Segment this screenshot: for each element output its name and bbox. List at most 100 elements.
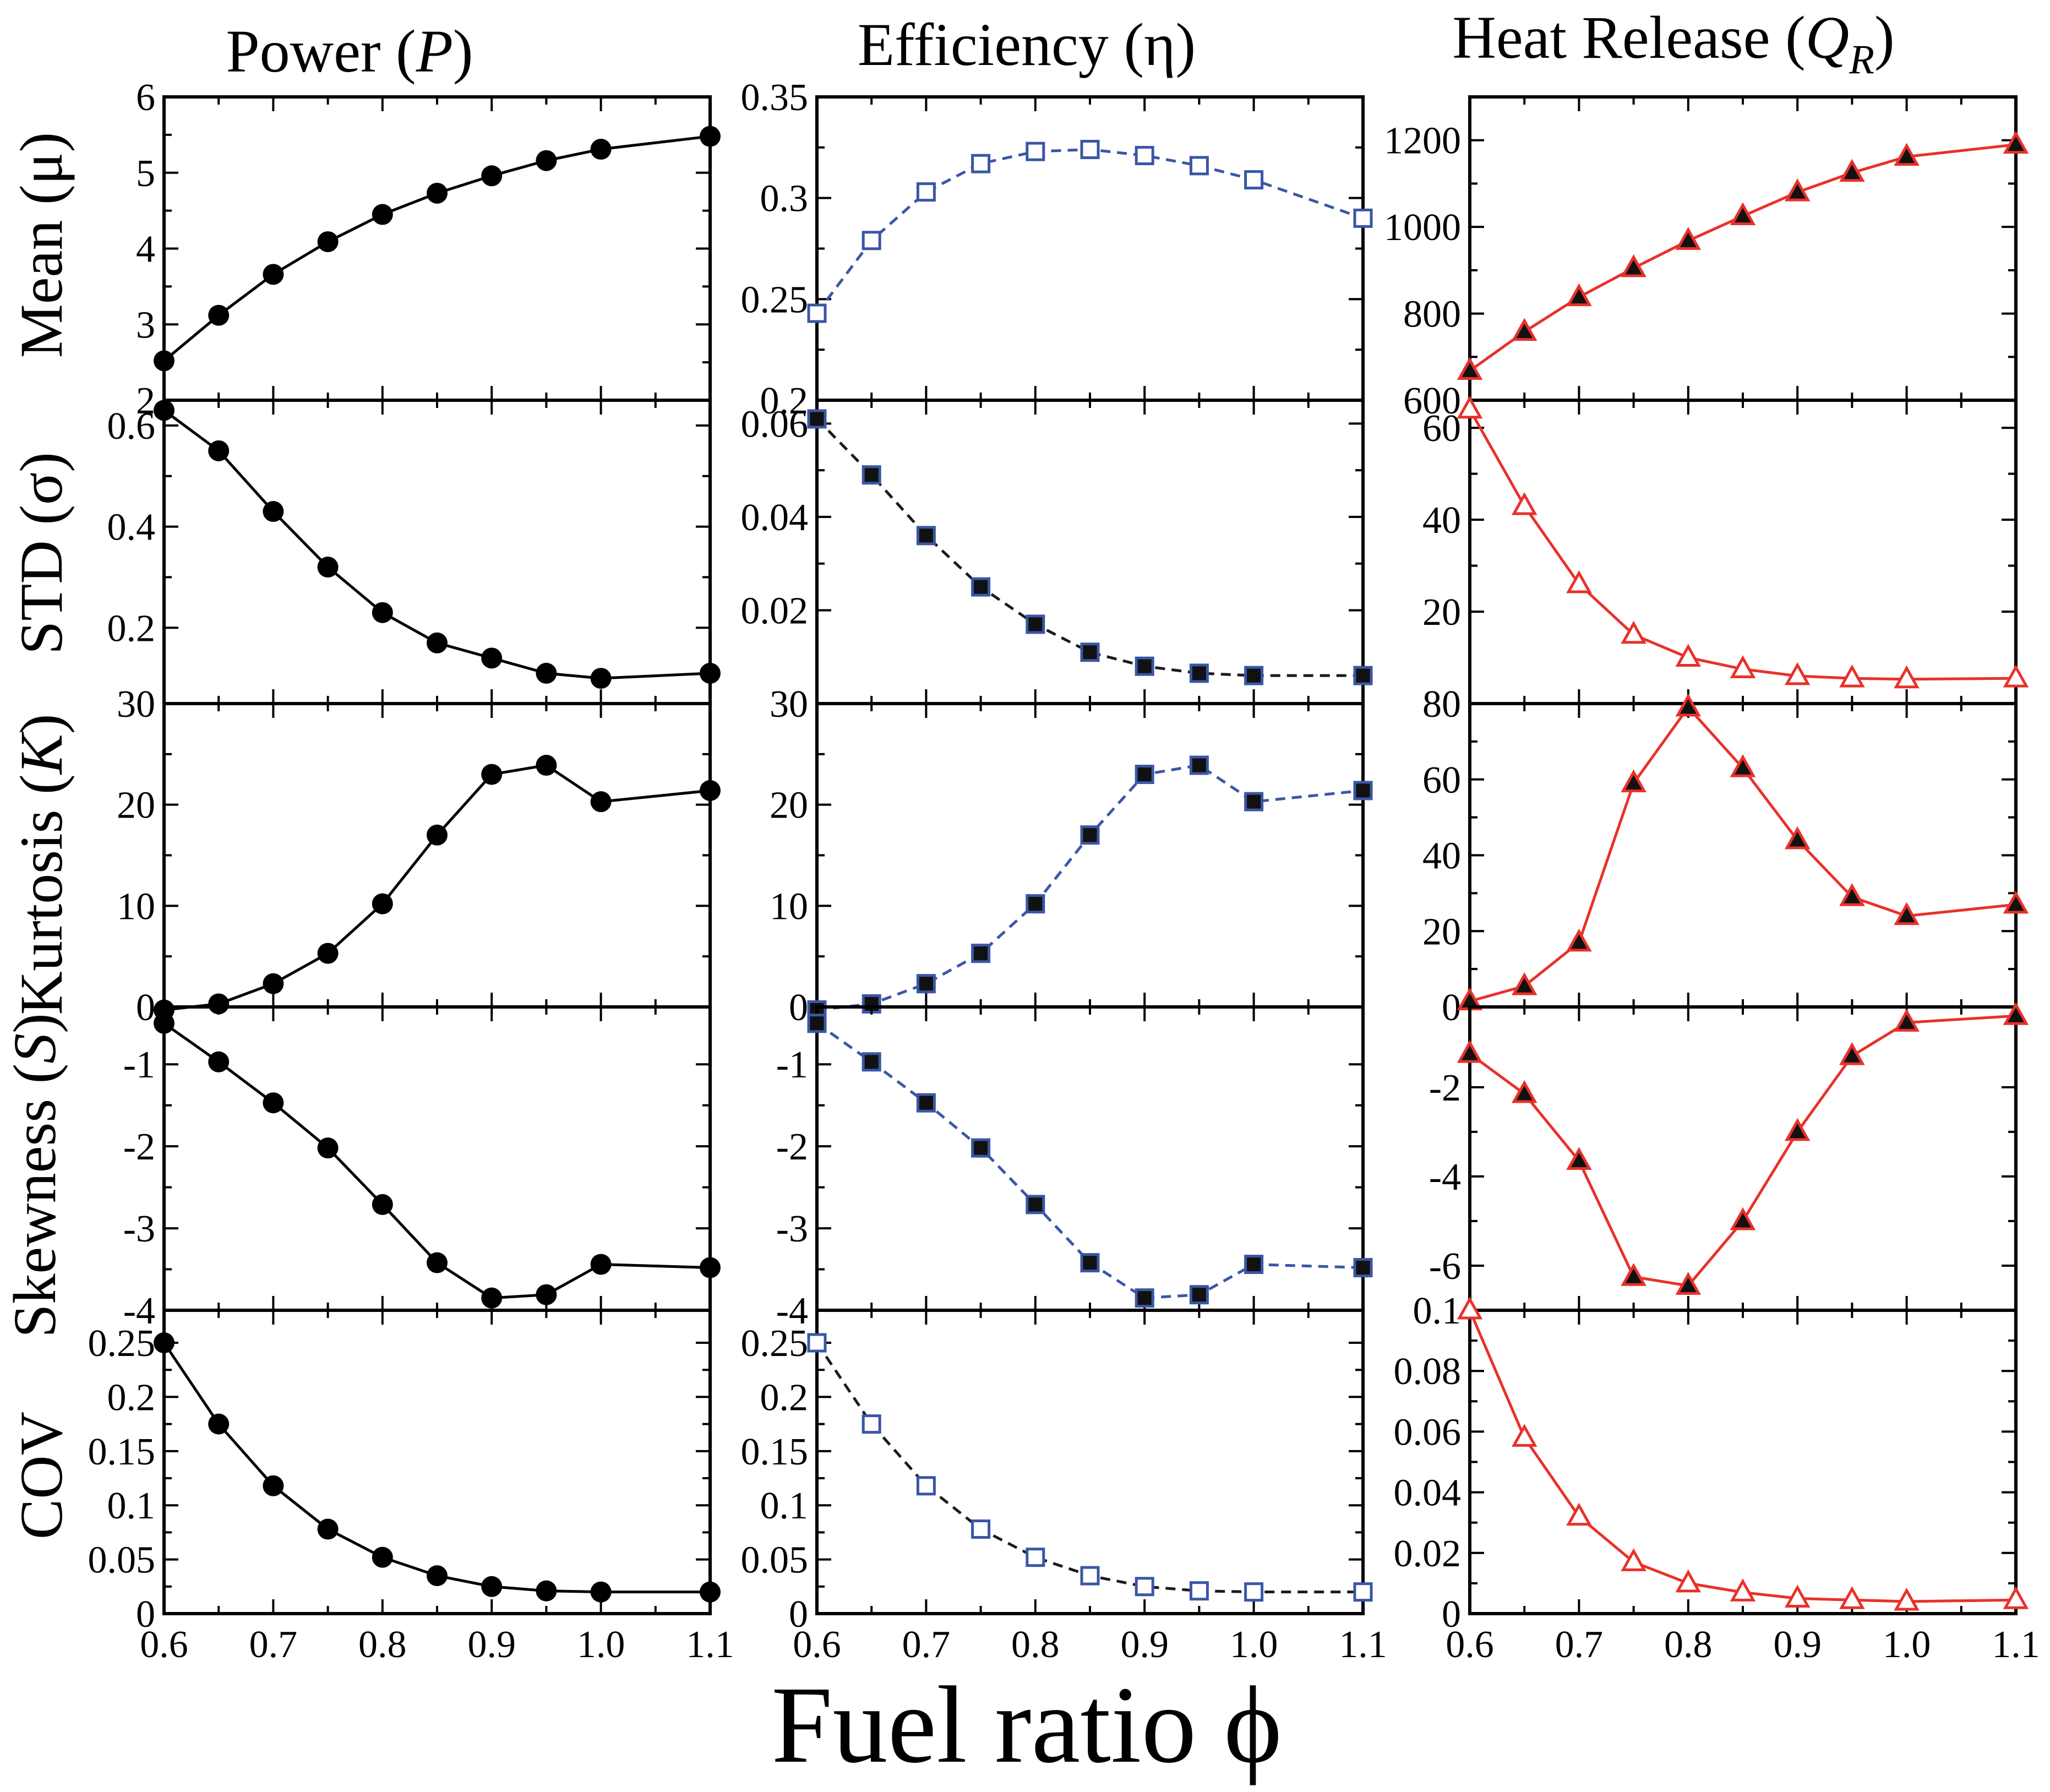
data-point [372, 893, 393, 914]
data-point [427, 632, 448, 653]
data-point [1457, 1039, 1483, 1063]
x-tick-label: 0.7 [902, 1624, 951, 1666]
x-tick-label: 0.6 [1446, 1624, 1494, 1666]
x-tick-label: 0.9 [1773, 1624, 1822, 1666]
data-point [154, 1012, 175, 1034]
y-tick-label: 30 [117, 683, 155, 726]
data-point [1894, 902, 1920, 925]
data-point [1080, 1253, 1100, 1273]
data-point [1080, 825, 1100, 845]
row-title-std: STD (σ) [8, 452, 75, 655]
data-point [154, 350, 175, 372]
data-point [700, 1581, 721, 1603]
x-tick-label: 0.8 [1011, 1624, 1060, 1666]
data-point [1621, 1263, 1646, 1286]
data-point [1566, 570, 1592, 593]
x-tick-label: 1.0 [1883, 1624, 1931, 1666]
data-point [1839, 883, 1865, 906]
y-tick-label: 0.25 [88, 1322, 156, 1365]
y-tick-label: 0 [136, 1593, 155, 1636]
y-tick-label: 0.35 [741, 77, 809, 119]
y-tick-label: -1 [123, 1044, 155, 1086]
data-point [263, 501, 284, 522]
data-point [481, 165, 503, 187]
y-tick-label: 0.15 [88, 1431, 156, 1473]
y-tick-label: 0.02 [1394, 1533, 1462, 1575]
y-tick-label: 0.25 [741, 1322, 809, 1365]
y-tick-label: 0.6 [107, 405, 156, 448]
data-point [2003, 1002, 2029, 1025]
data-point [971, 577, 991, 597]
data-point [1511, 318, 1538, 341]
data-point [916, 526, 936, 546]
data-point [481, 764, 503, 785]
data-point [1026, 894, 1045, 914]
data-point [700, 126, 721, 147]
data-point [1135, 1577, 1154, 1597]
y-tick-label: 1200 [1384, 120, 1461, 162]
data-point [1675, 693, 1702, 717]
data-point [481, 1576, 503, 1597]
data-point [154, 400, 175, 421]
data-point [1839, 664, 1865, 688]
x-tick-label: 1.1 [1339, 1624, 1387, 1666]
data-point [372, 1546, 393, 1568]
y-tick-label: 0 [1442, 1593, 1461, 1636]
panel-c1-r2: 0 10 20 30 [770, 683, 1373, 1029]
panel-c1-r4: 0 0.05 0.1 0.15 0.2 0.25 [741, 1309, 1373, 1636]
y-tick-label: -1 [776, 1044, 808, 1086]
data-point [1080, 1566, 1100, 1586]
data-point [1784, 1584, 1811, 1608]
panel-frame [815, 702, 1365, 1009]
y-tick-label: 40 [1422, 835, 1461, 878]
data-point [1511, 1080, 1538, 1103]
data-point [1353, 1258, 1373, 1278]
data-point [1457, 1296, 1483, 1320]
data-point [1135, 1288, 1154, 1308]
data-point [590, 139, 612, 160]
data-point [427, 182, 448, 204]
data-point [971, 1519, 991, 1539]
y-tick-label: 0.04 [741, 497, 809, 539]
series-line [816, 148, 1364, 314]
series-line [1469, 705, 2016, 1003]
y-tick-label: 0 [789, 1593, 808, 1636]
data-point [1675, 1569, 1702, 1593]
x-axis-label: Fuel ratio ϕ [771, 1664, 1282, 1786]
data-point [263, 973, 284, 994]
x-tick-label: 1.1 [1992, 1624, 2040, 1666]
y-tick-label: 0.02 [741, 590, 809, 632]
data-point [916, 1476, 936, 1496]
data-point [1784, 1118, 1811, 1141]
data-point [1621, 620, 1646, 644]
data-point [1026, 1195, 1045, 1214]
y-tick-label: 0.3 [760, 178, 809, 220]
data-point [1566, 928, 1592, 952]
panel-c2-r2: 0 20 40 60 80 [1422, 683, 2029, 1029]
y-tick-label: 80 [1422, 683, 1461, 726]
y-tick-label: 20 [117, 785, 155, 827]
y-tick-label: 0.2 [107, 607, 156, 650]
y-tick-label: 10 [117, 885, 155, 928]
y-tick-label: 0.05 [88, 1539, 156, 1582]
data-point [807, 1014, 827, 1033]
y-tick-label: 0.08 [1394, 1350, 1462, 1393]
y-tick-label: 1000 [1384, 206, 1461, 249]
column-title-power: Power (P) [226, 18, 473, 85]
data-point [317, 943, 339, 964]
y-tick-label: 0.15 [741, 1431, 809, 1473]
y-tick-label: 0.06 [741, 403, 809, 445]
data-point [208, 304, 230, 326]
y-tick-label: 600 [1403, 380, 1461, 422]
y-tick-label: -2 [123, 1126, 155, 1168]
y-tick-label: 60 [1422, 759, 1461, 802]
data-point [1189, 1285, 1209, 1305]
data-point [1839, 159, 1865, 182]
series-line [1468, 1310, 2016, 1603]
data-point [536, 1284, 557, 1305]
column-title-heat-release: Heat Release (QR) [1452, 4, 1894, 83]
row-title-kurtosis: Kurtosis (K) [8, 714, 75, 1015]
data-point [208, 440, 230, 461]
x-tick-label: 1.0 [577, 1624, 625, 1666]
